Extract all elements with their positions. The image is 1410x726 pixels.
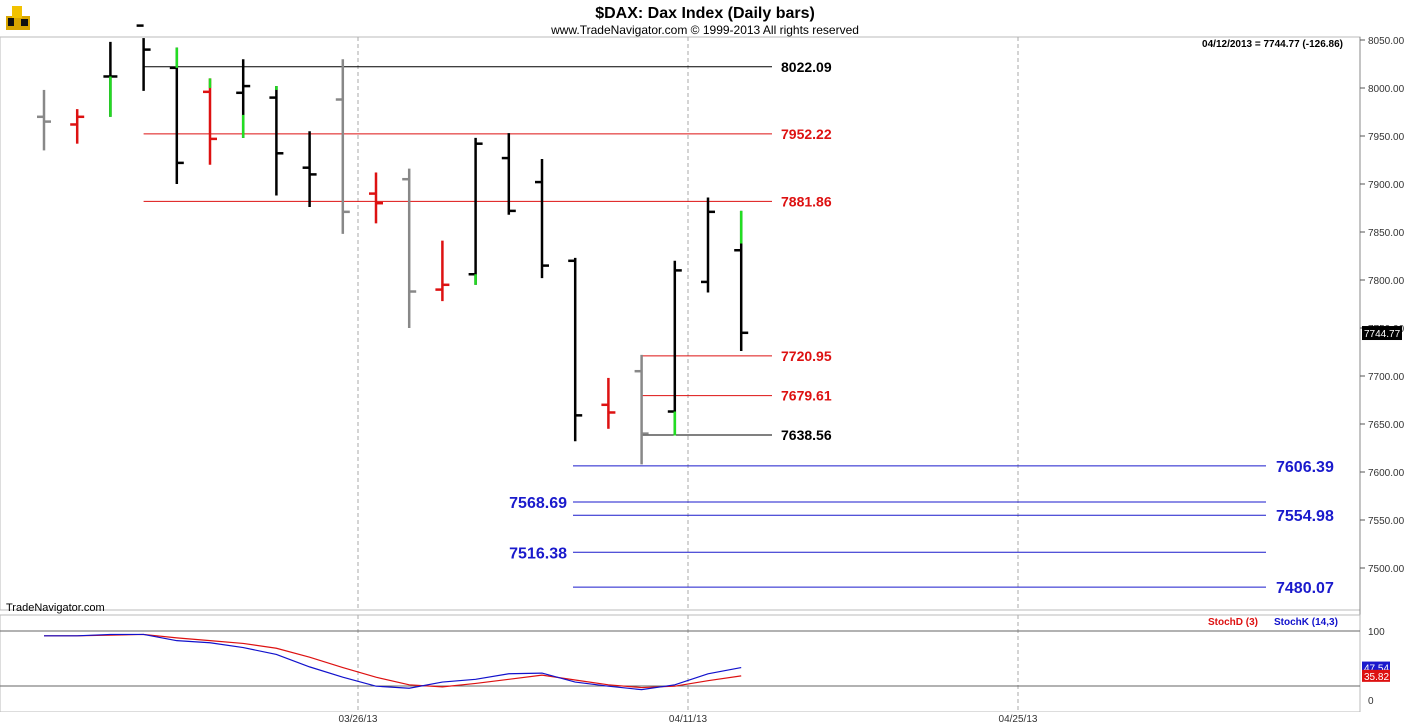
osc-tick-label: 100 — [1368, 627, 1385, 638]
x-tick-label: 04/25/13 — [999, 714, 1038, 725]
x-tick-label: 04/11/13 — [669, 714, 708, 725]
price-level-label: 7720.95 — [781, 348, 832, 364]
y-tick-label: 7900.00 — [1368, 180, 1405, 191]
quote-readout: 04/12/2013 = 7744.77 (-126.86) — [1202, 39, 1343, 50]
price-level-label: 7638.56 — [781, 427, 832, 443]
y-tick-label: 7800.00 — [1368, 276, 1405, 287]
price-level-label: 8022.09 — [781, 59, 832, 75]
price-grid — [357, 37, 1019, 610]
chart-title: $DAX: Dax Index (Daily bars) — [595, 5, 815, 22]
price-bars — [37, 24, 749, 465]
osc-series-line — [44, 633, 742, 691]
osc-tick-label: 0 — [1368, 696, 1374, 707]
osc-last-d-label: 35.82 — [1364, 672, 1389, 683]
y-tick-label: 7500.00 — [1368, 564, 1405, 575]
osc-last-d-box — [1362, 669, 1390, 682]
y-tick-label: 7650.00 — [1368, 420, 1405, 431]
y-tick-label: 8050.00 — [1368, 36, 1405, 47]
date-axis: 03/26/13 04/11/13 04/25/13 — [339, 714, 1038, 725]
stochastic-oscillator — [44, 633, 742, 691]
watermark-text: TradeNavigator.com — [6, 602, 105, 614]
last-price-box — [1362, 326, 1402, 341]
price-levels: 8022.09 7952.22 7881.86 7720.95 7679.61 7638.… — [143, 59, 1334, 597]
support-level-label: 7568.69 — [509, 495, 567, 512]
x-tick-label: 03/26/13 — [339, 714, 378, 725]
price-level-label: 7679.61 — [781, 388, 832, 404]
y-tick-label: 8000.00 — [1368, 84, 1405, 95]
logo-icon[interactable] — [6, 6, 30, 30]
y-tick-label: 7700.00 — [1368, 372, 1405, 383]
support-level-label: 7480.07 — [1276, 580, 1334, 597]
chart-subtitle: www.TradeNavigator.com © 1999-2013 All r… — [550, 23, 859, 37]
osc-last-k-label: 47.54 — [1364, 664, 1389, 675]
support-level-label: 7516.38 — [509, 545, 567, 562]
y-tick-label: 7950.00 — [1368, 132, 1405, 143]
y-tick-label: 7600.00 — [1368, 468, 1405, 479]
y-tick-label: 7850.00 — [1368, 228, 1405, 239]
oscillator-legend: StochD (3) StochK (14,3) — [1208, 617, 1338, 628]
legend-stochd: StochD (3) — [1208, 617, 1258, 628]
osc-series-line — [44, 633, 742, 689]
last-price-label: 7744.77 — [1364, 329, 1401, 340]
price-level-label: 7881.86 — [781, 193, 832, 209]
support-level-label: 7554.98 — [1276, 508, 1334, 525]
price-level-label: 7952.22 — [781, 126, 832, 142]
price-axis: 8050.00 8000.00 7950.00 7900.00 7850.00 7800.… — [1360, 36, 1405, 575]
oscillator-grid — [0, 615, 1360, 712]
support-level-label: 7606.39 — [1276, 459, 1334, 476]
y-tick-label: 7550.00 — [1368, 516, 1405, 527]
legend-stochk: StochK (14,3) — [1274, 617, 1338, 628]
